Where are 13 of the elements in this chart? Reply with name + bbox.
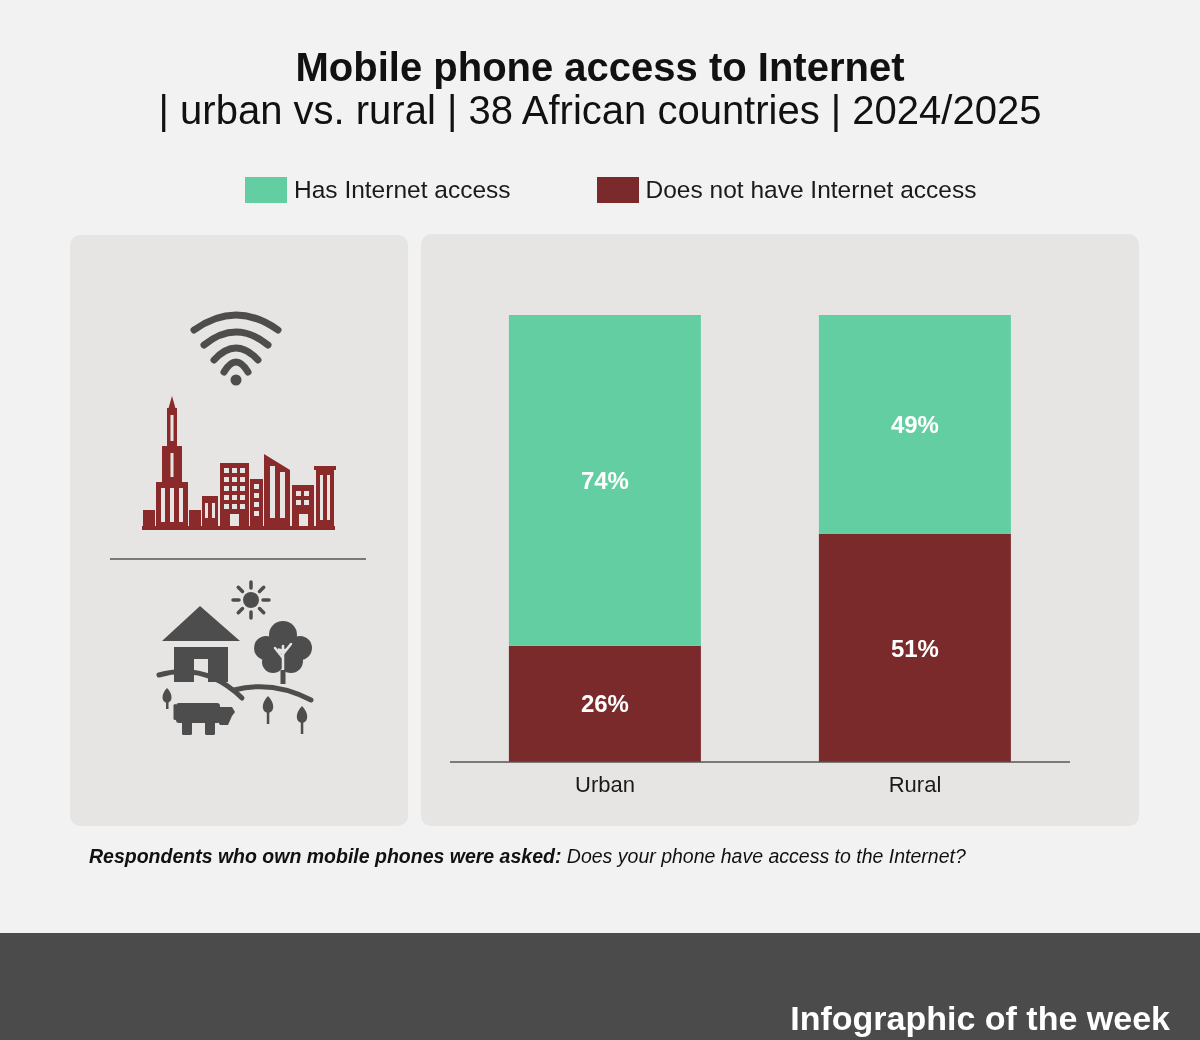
chart-title: Mobile phone access to Internet bbox=[295, 45, 905, 89]
text: Does your phone have access to the Internet? bbox=[566, 845, 966, 867]
chart-subtitle: | urban vs. rural | 38 African countries | 2024/2025 bbox=[158, 88, 1042, 132]
text: Respondents who own mobile phones were asked: bbox=[89, 845, 562, 867]
data-label: 26% bbox=[580, 690, 629, 718]
data-label: 49% bbox=[890, 411, 939, 439]
legend-label: Does not have Internet access bbox=[645, 176, 977, 203]
data-label: 74% bbox=[580, 466, 629, 494]
x-tick-label: Urban bbox=[575, 771, 635, 797]
x-tick-label: Rural bbox=[888, 771, 942, 797]
data-label: 51% bbox=[890, 634, 939, 662]
legend-label: Has Internet access bbox=[294, 176, 511, 203]
text: Infographic of the week bbox=[790, 999, 1170, 1037]
